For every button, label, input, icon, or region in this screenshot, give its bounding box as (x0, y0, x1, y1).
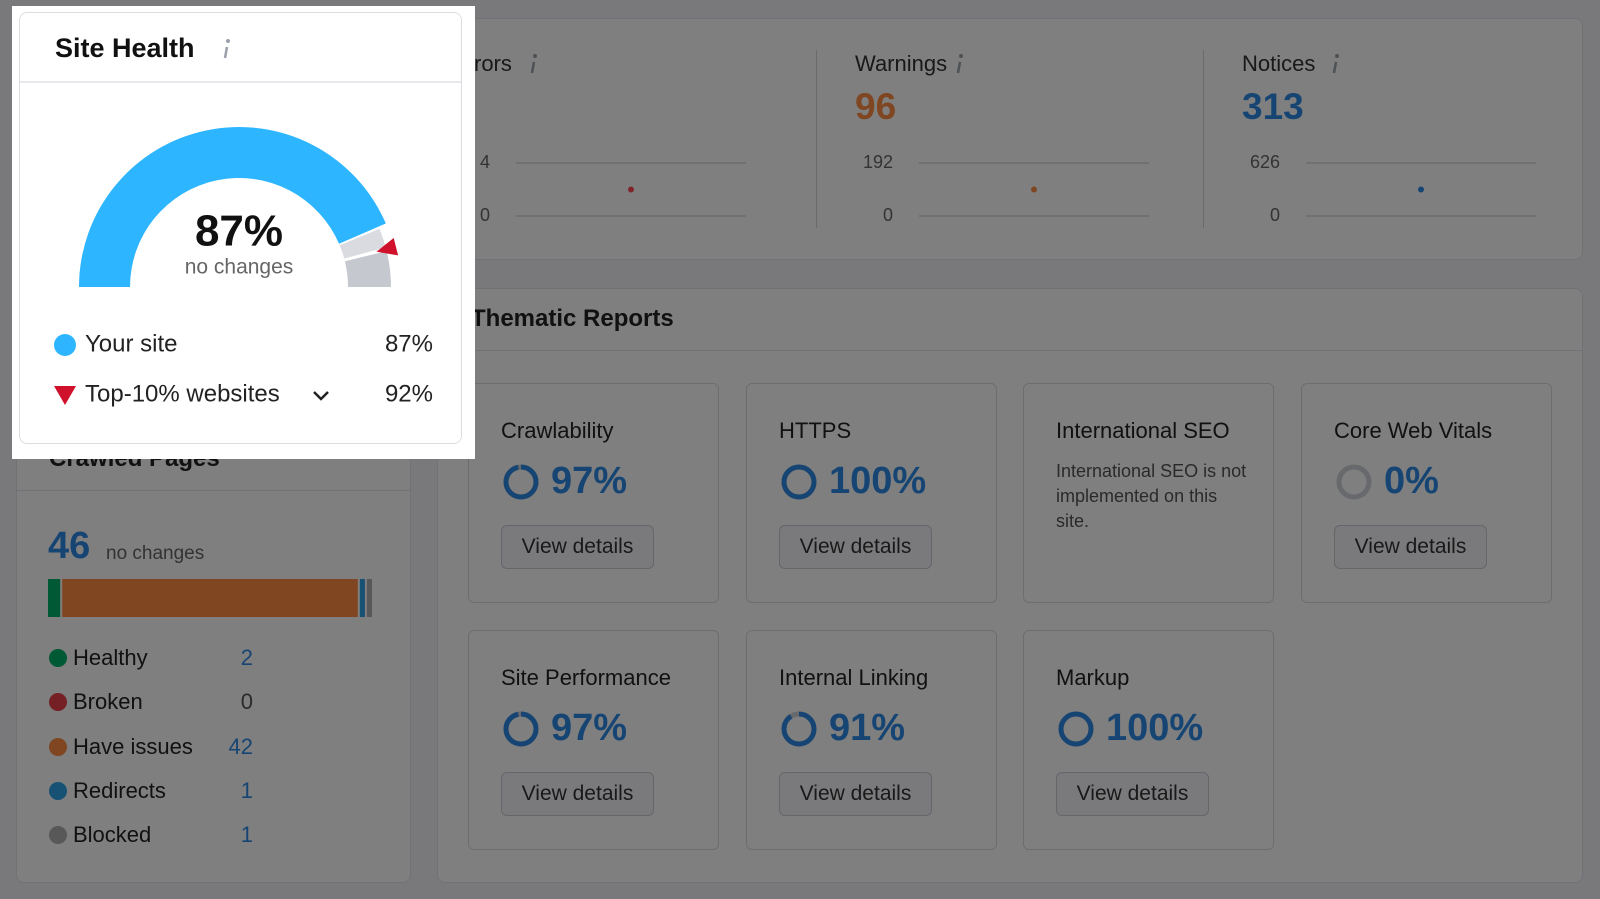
gauge-score: 87% (195, 207, 283, 256)
info-icon (223, 39, 230, 59)
legend-value: 87% (385, 330, 433, 357)
top10-marker (376, 237, 399, 256)
gauge-gap (339, 228, 386, 259)
legend-label: Your site (85, 330, 178, 357)
legend-label: Top-10% websites (85, 380, 280, 407)
info-stem (223, 46, 229, 59)
gauge-rest (344, 251, 391, 287)
legend-value: 92% (385, 380, 433, 407)
site-health-popup: 87% no changes Your site 87% Top-10% website… (12, 6, 475, 459)
gauge-change: no changes (185, 256, 294, 279)
popup-title: Site Health (55, 33, 195, 63)
legend-marker (54, 386, 76, 405)
dropdown-chevron[interactable] (313, 391, 329, 401)
info-dot (226, 39, 230, 43)
legend-marker (54, 334, 76, 356)
gauge-value (79, 126, 386, 287)
